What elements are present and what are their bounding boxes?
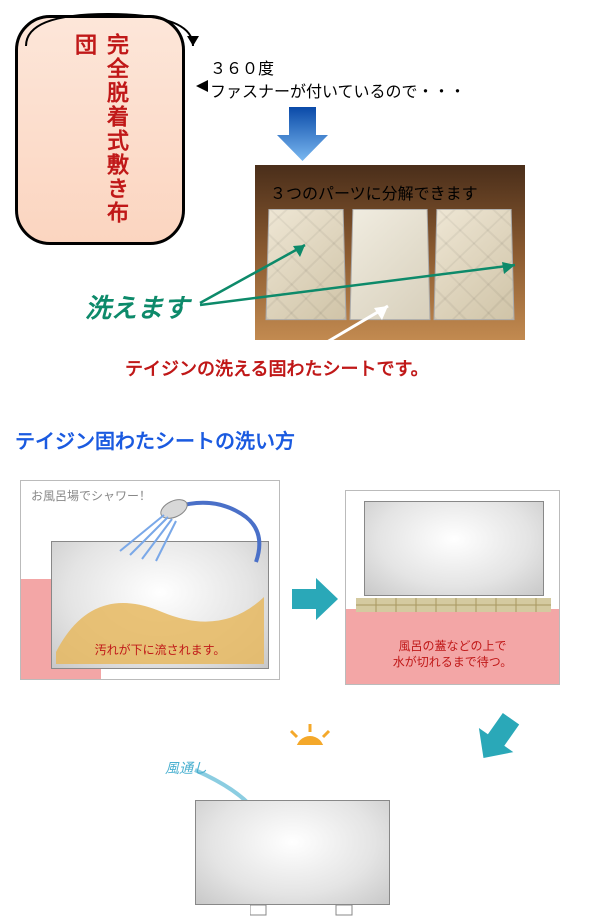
step1-caption: 汚れが下に流されます。 (52, 641, 268, 658)
step2-caption2: 水が切れるまで待つ。 (346, 653, 559, 670)
step1-panel: お風呂場でシャワー！ 汚れが下に流されます。 (20, 480, 280, 680)
shower-icon (116, 499, 286, 569)
white-arrow (300, 300, 420, 360)
callout-360: ３６０度 (210, 55, 274, 79)
wind-label: 風通し (165, 758, 207, 778)
teijin-caption: テイジンの洗える固わたシートです。 (125, 355, 429, 381)
stand-legs-icon (250, 905, 360, 917)
callout-arrowhead (196, 79, 210, 93)
down-arrow-icon (275, 105, 330, 163)
bath-lid-icon (356, 598, 551, 612)
callout-fastener: ファスナーが付いているので・・・ (210, 78, 466, 102)
title-loop-arrow (8, 8, 208, 68)
flow-arrow-down-icon (470, 710, 525, 765)
washable-label: 洗えます (85, 288, 189, 325)
flow-arrow-right-icon (290, 575, 340, 623)
step2-mattress (364, 501, 544, 596)
step2-panel: 風呂の蓋などの上で 水が切れるまで待つ。 (345, 490, 560, 685)
step3-mattress (195, 800, 390, 905)
howto-title: テイジン固わたシートの洗い方 (15, 425, 295, 454)
parts-label: ３つのパーツに分解できます (270, 180, 478, 204)
step2-caption1: 風呂の蓋などの上で (346, 637, 559, 654)
